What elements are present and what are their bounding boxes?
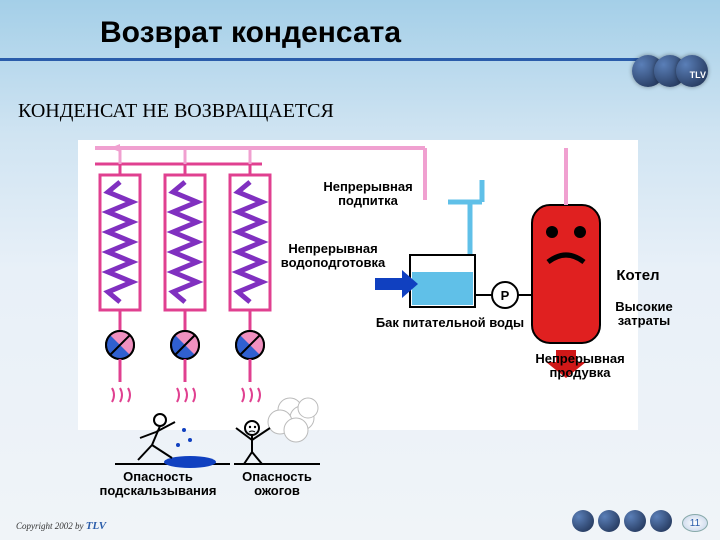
label-treatment: Непрерывная водоподготовка [278, 242, 388, 271]
list-icon[interactable] [598, 510, 620, 532]
copyright: Copyright 2002 by TLV [16, 520, 106, 532]
brand-footer: TLV [86, 520, 106, 532]
label-boiler: Котел [608, 268, 668, 285]
forward-icon[interactable] [650, 510, 672, 532]
subtitle: КОНДЕНСАТ НЕ ВОЗВРАЩАЕТСЯ [18, 100, 334, 123]
footer-nav-icons[interactable] [572, 510, 672, 532]
label-tank: Бак питательной воды [370, 316, 530, 330]
page-title: Возврат конденсата [100, 16, 401, 50]
label-highcost: Высокие затраты [604, 300, 684, 329]
label-makeup: Непрерывная подпитка [308, 180, 428, 209]
label-slip: Опасность подскальзывания [88, 470, 228, 499]
brand-text: TLV [690, 70, 706, 80]
label-burn: Опасность ожогов [222, 470, 332, 499]
title-underline [0, 58, 640, 61]
home-icon[interactable] [572, 510, 594, 532]
page-number: 11 [682, 514, 708, 532]
back-icon[interactable] [624, 510, 646, 532]
label-blowdown: Непрерывная продувка [520, 352, 640, 381]
